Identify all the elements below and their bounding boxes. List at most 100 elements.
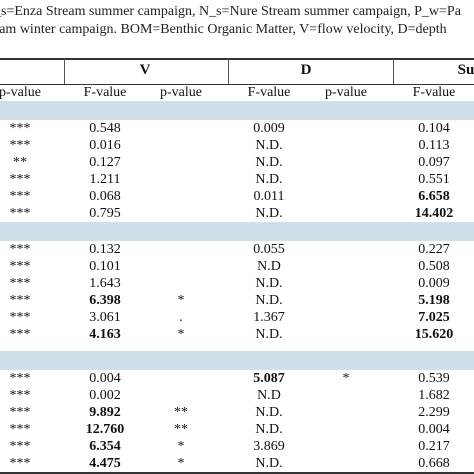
table-cell: 12.760 xyxy=(85,422,125,437)
table-cell: 1.643 xyxy=(89,276,121,291)
table-cell: N.D. xyxy=(255,172,283,187)
column-header: F-value xyxy=(412,85,456,100)
section-band xyxy=(0,222,474,241)
table-cell: ** xyxy=(174,405,188,420)
table-cell: 0.668 xyxy=(418,456,450,471)
table-cell: 0.217 xyxy=(418,439,450,454)
table-cell: 0.009 xyxy=(253,121,285,136)
table-cell: * xyxy=(177,327,185,342)
table-cell: 7.025 xyxy=(418,310,450,325)
table-cell: 4.475 xyxy=(89,456,121,471)
section-band xyxy=(0,101,474,120)
table-cell: * xyxy=(177,439,185,454)
table-cell: 0.551 xyxy=(418,172,450,187)
column-header: F-value xyxy=(83,85,127,100)
table-cell: 1.682 xyxy=(418,388,450,403)
table-cell: *** xyxy=(9,388,31,403)
table-cell: N.D. xyxy=(255,405,283,420)
table-cell: 2.299 xyxy=(418,405,450,420)
table-cell: 6.354 xyxy=(89,439,121,454)
table-caption-line-2: eam winter campaign. BOM=Benthic Organic… xyxy=(0,22,447,37)
table-cell: 3.061 xyxy=(89,310,121,325)
table-cell: *** xyxy=(9,405,31,420)
table-cell: 0.127 xyxy=(89,155,121,170)
table-cell: 0.002 xyxy=(89,388,121,403)
table-cell: 0.009 xyxy=(418,276,450,291)
column-header: F-value xyxy=(247,85,291,100)
column-divider xyxy=(393,59,394,84)
table-cell: *** xyxy=(9,327,31,342)
table-cell: * xyxy=(342,371,350,386)
group-header-d: D xyxy=(300,62,312,78)
table-cell: *** xyxy=(9,189,31,204)
table-cell: 0.795 xyxy=(89,206,121,221)
column-header: p-value xyxy=(0,85,41,100)
table-cell: 0.016 xyxy=(89,138,121,153)
table-cell: 4.163 xyxy=(89,327,121,342)
table-cell: *** xyxy=(9,276,31,291)
table-cell: *** xyxy=(9,371,31,386)
table-cell: N.D. xyxy=(255,138,283,153)
table-cell: *** xyxy=(9,121,31,136)
table-cell: 0.104 xyxy=(418,121,450,136)
group-header-su: Su xyxy=(457,62,474,78)
table-bottom-rule xyxy=(0,472,474,474)
table-cell: 0.055 xyxy=(253,242,285,257)
table-cell: N.D. xyxy=(255,327,283,342)
table-cell: *** xyxy=(9,293,31,308)
table-cell: 5.087 xyxy=(253,371,285,386)
table-cell: 0.004 xyxy=(418,422,450,437)
table-cell: *** xyxy=(9,206,31,221)
table-cell: N.D xyxy=(257,259,281,274)
table-cell: 6.398 xyxy=(89,293,121,308)
table-cell: 0.132 xyxy=(89,242,121,257)
table-cell: 9.892 xyxy=(89,405,121,420)
table-cell: N.D. xyxy=(255,293,283,308)
header-rule xyxy=(0,84,474,85)
column-header: p-value xyxy=(160,85,202,100)
table-cell: N.D xyxy=(257,388,281,403)
table-cell: 0.113 xyxy=(418,138,450,153)
table-cell: N.D. xyxy=(255,276,283,291)
table-cell: N.D. xyxy=(255,422,283,437)
table-cell: *** xyxy=(9,310,31,325)
table-cell: *** xyxy=(9,456,31,471)
table-cell: 0.004 xyxy=(89,371,121,386)
column-divider xyxy=(228,59,229,84)
table-cell: N.D. xyxy=(255,155,283,170)
table-cell: 0.101 xyxy=(89,259,121,274)
table-cell: 1.211 xyxy=(89,172,121,187)
table-cell: *** xyxy=(9,172,31,187)
table-cell: 3.869 xyxy=(253,439,285,454)
table-cell: 0.097 xyxy=(418,155,450,170)
table-cell: 6.658 xyxy=(418,189,450,204)
table-cell: *** xyxy=(9,138,31,153)
table-cell: 0.068 xyxy=(89,189,121,204)
table-cell: ** xyxy=(13,155,27,170)
table-cell: *** xyxy=(9,242,31,257)
table-cell: . xyxy=(179,310,183,325)
table-cell: * xyxy=(177,456,185,471)
section-band xyxy=(0,351,474,370)
table-cell: * xyxy=(177,293,185,308)
table-cell: 5.198 xyxy=(418,293,450,308)
table-cell: 0.508 xyxy=(418,259,450,274)
table-top-rule xyxy=(0,58,474,60)
table-cell: ** xyxy=(174,422,188,437)
table-caption-line-1: _s=Enza Stream summer campaign, N_s=Nure… xyxy=(0,4,461,19)
table-cell: 0.548 xyxy=(89,121,121,136)
table-cell: N.D. xyxy=(255,206,283,221)
table-cell: 0.227 xyxy=(418,242,450,257)
table-cell: N.D. xyxy=(255,456,283,471)
table-cell: *** xyxy=(9,259,31,274)
table-cell: 1.367 xyxy=(253,310,285,325)
table-cell: 0.539 xyxy=(418,371,450,386)
table-cell: 14.402 xyxy=(414,206,454,221)
table-cell: *** xyxy=(9,439,31,454)
column-header: p-value xyxy=(325,85,367,100)
column-divider xyxy=(64,59,65,84)
table-cell: 0.011 xyxy=(253,189,285,204)
table-cell: 15.620 xyxy=(414,327,454,342)
group-header-v: V xyxy=(139,62,151,78)
table-cell: *** xyxy=(9,422,31,437)
